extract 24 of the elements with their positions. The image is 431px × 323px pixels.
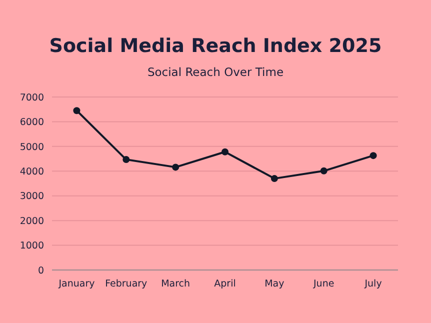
point <box>172 164 180 171</box>
y-tick-label: 6000 <box>20 117 44 128</box>
point <box>320 167 328 174</box>
point <box>370 152 377 160</box>
x-tick-label: May <box>264 278 285 290</box>
point <box>270 175 278 182</box>
x-tick-label: April <box>214 278 236 290</box>
y-tick-label: 3000 <box>20 191 44 202</box>
x-tick-label: February <box>105 278 148 290</box>
y-tick-label: 2000 <box>20 216 44 227</box>
y-tick-label: 1000 <box>20 240 44 252</box>
y-tick-label: 4000 <box>20 166 44 178</box>
x-tick-label: March <box>161 278 190 290</box>
x-tick-label: January <box>58 278 96 290</box>
point <box>73 107 80 114</box>
x-tick-label: July <box>364 278 382 290</box>
point <box>222 148 228 156</box>
chart-title: Social Media Reach Index 2025 <box>49 35 382 57</box>
chart-subtitle: Social Reach Over Time <box>147 65 284 79</box>
y-tick-label: 5000 <box>20 142 44 153</box>
y-tick-label: 7000 <box>20 92 44 104</box>
x-tick-label: June <box>312 278 334 290</box>
y-tick-label: 0 <box>38 265 44 276</box>
point <box>122 156 130 164</box>
